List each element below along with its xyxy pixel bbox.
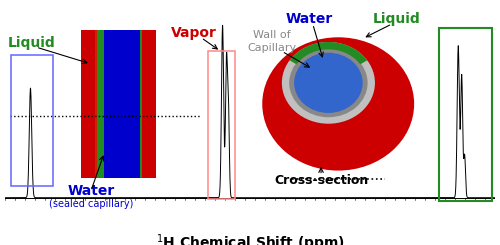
Bar xyxy=(104,30,140,178)
Ellipse shape xyxy=(282,42,375,124)
Bar xyxy=(94,30,97,178)
Text: Capillary: Capillary xyxy=(248,43,296,53)
Bar xyxy=(142,30,156,178)
Text: $^1$H Chemical Shift (ppm): $^1$H Chemical Shift (ppm) xyxy=(156,233,344,245)
Bar xyxy=(140,30,142,178)
PathPatch shape xyxy=(290,42,367,64)
Text: Liquid: Liquid xyxy=(373,12,421,25)
Text: Liquid: Liquid xyxy=(8,36,56,50)
Ellipse shape xyxy=(262,37,414,171)
Bar xyxy=(11,55,52,186)
Text: Vapor: Vapor xyxy=(170,26,216,40)
Bar xyxy=(208,51,236,199)
Bar xyxy=(438,28,492,201)
Text: Water: Water xyxy=(67,184,114,198)
Bar xyxy=(97,30,104,178)
Ellipse shape xyxy=(294,53,362,113)
Text: Wall of: Wall of xyxy=(253,30,291,40)
Ellipse shape xyxy=(289,49,368,117)
Bar xyxy=(81,30,94,178)
Text: (sealed capillary): (sealed capillary) xyxy=(48,199,133,209)
Text: Water: Water xyxy=(285,12,333,25)
Text: Cross-section: Cross-section xyxy=(274,174,368,187)
